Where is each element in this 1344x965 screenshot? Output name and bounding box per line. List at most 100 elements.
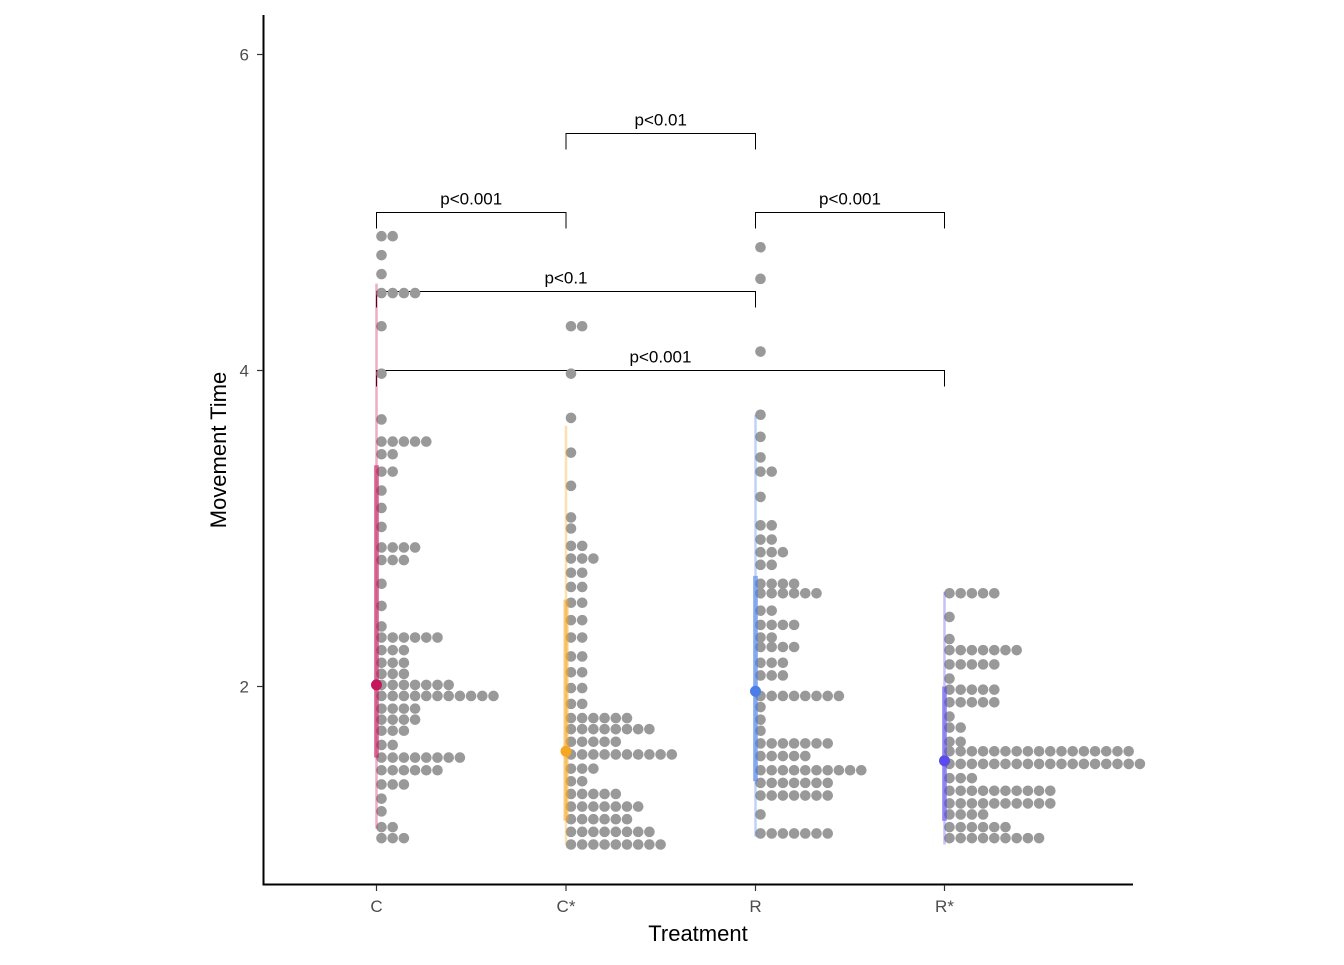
- data-dot-r: [755, 790, 766, 801]
- median-point-c-star: [560, 745, 572, 757]
- data-dot-r-star: [1056, 758, 1067, 770]
- data-dot-r-star: [966, 659, 978, 670]
- data-dot-c: [398, 752, 410, 763]
- data-dot-r-star: [1000, 785, 1011, 797]
- data-dot-c: [387, 657, 399, 669]
- data-dot-c-star: [576, 597, 588, 609]
- data-dot-c: [387, 668, 399, 680]
- data-dot-c: [387, 466, 399, 477]
- data-dot-c: [387, 542, 399, 553]
- data-dot-c-star: [588, 736, 599, 748]
- data-dot-r-star: [944, 587, 955, 599]
- data-dot-r-star: [966, 821, 978, 833]
- data-dot-r-star: [1078, 758, 1090, 770]
- data-dot-c-star: [565, 839, 577, 850]
- data-dot-c-star: [576, 763, 588, 774]
- data-dot-c-star: [565, 581, 577, 593]
- data-dot-c: [432, 752, 443, 763]
- data-dot-r: [800, 777, 811, 789]
- data-dot-c: [398, 764, 410, 776]
- data-dot-c-star: [576, 749, 588, 760]
- data-dot-r-star: [1000, 821, 1011, 833]
- data-dot-r: [755, 491, 766, 503]
- data-dot-r: [788, 587, 800, 599]
- data-dot-r: [766, 578, 777, 590]
- data-dot-r: [777, 641, 789, 653]
- y-tick-label: 6: [240, 46, 249, 65]
- data-dot-r: [766, 738, 777, 749]
- data-dot-r: [766, 670, 777, 681]
- data-dot-r-star: [989, 821, 1000, 833]
- data-dot-c: [376, 436, 387, 447]
- data-dot-c-star: [588, 553, 599, 564]
- data-dot-c-star: [621, 723, 633, 735]
- data-dot-r-star: [989, 659, 1000, 670]
- data-dot-c-star: [621, 801, 633, 812]
- data-dot-r: [766, 619, 777, 631]
- data-dot-c: [387, 230, 399, 242]
- data-dot-r-star: [1033, 798, 1045, 809]
- data-dot-r-star: [1022, 745, 1034, 757]
- data-dot-c: [398, 554, 410, 566]
- data-dot-c-star: [610, 712, 622, 724]
- data-dot-c: [398, 832, 410, 844]
- data-dot-r-star: [944, 644, 955, 656]
- data-dot-r: [822, 790, 833, 801]
- data-dot-c: [454, 752, 466, 763]
- data-dot-r-star: [955, 659, 966, 670]
- data-dot-c: [387, 644, 399, 656]
- data-dot-r-star: [1000, 745, 1011, 757]
- data-dot-r: [822, 690, 833, 702]
- data-dot-c-star: [644, 723, 655, 735]
- data-dot-c-star: [599, 813, 610, 825]
- data-dot-c-star: [576, 776, 588, 787]
- data-dot-c-star: [599, 801, 610, 812]
- data-dot-r: [811, 777, 822, 789]
- data-dot-c: [432, 764, 443, 776]
- data-dot-c-star: [576, 567, 588, 579]
- data-dot-r: [788, 690, 800, 702]
- data-dot-c: [387, 690, 399, 702]
- data-dot-c-star: [565, 540, 577, 552]
- data-dot-c-star: [632, 801, 644, 812]
- data-dot-c: [376, 806, 387, 817]
- data-dot-r: [800, 750, 811, 762]
- data-dot-c-star: [621, 712, 633, 724]
- data-dot-c-star: [588, 839, 599, 850]
- data-dot-r: [856, 764, 867, 776]
- data-dot-r-star: [989, 798, 1000, 809]
- data-dot-c-star: [599, 788, 610, 800]
- data-dot-r: [788, 777, 800, 789]
- data-dot-c-star: [588, 749, 599, 760]
- data-dot-r: [811, 790, 822, 801]
- data-dot-r-star: [977, 587, 989, 599]
- data-dot-c: [454, 690, 466, 702]
- data-dot-r: [788, 641, 800, 653]
- data-dot-r-star: [955, 684, 966, 695]
- data-dot-r-star: [1067, 758, 1078, 770]
- data-dot-r-star: [1011, 644, 1022, 656]
- significance-bracket: [565, 133, 756, 150]
- data-dot-c-star: [644, 749, 655, 760]
- data-dot-c: [387, 739, 399, 751]
- data-dot-c-star: [565, 567, 577, 579]
- data-dot-c: [409, 436, 421, 447]
- data-dot-c-star: [655, 749, 666, 760]
- data-dot-r-star: [1022, 785, 1034, 797]
- data-dot-r: [811, 587, 822, 599]
- y-tick-label: 2: [240, 678, 249, 697]
- data-dot-r-star: [1000, 644, 1011, 656]
- data-dot-r-star: [966, 798, 978, 809]
- ticks-layer: 2 4 6 C C* R R*: [240, 46, 955, 917]
- data-dot-c-star: [610, 801, 622, 812]
- data-dot-c-star: [644, 839, 655, 850]
- data-dot-r: [766, 641, 777, 653]
- data-dot-r-star: [966, 785, 978, 797]
- data-dot-r-star: [1011, 832, 1022, 844]
- data-dot-r-star: [977, 821, 989, 833]
- data-dot-c-star: [565, 553, 577, 564]
- data-dot-c-star: [565, 480, 577, 492]
- median-point-r: [750, 685, 761, 697]
- data-dot-c-star: [610, 736, 622, 748]
- data-dot-c-star: [576, 839, 588, 850]
